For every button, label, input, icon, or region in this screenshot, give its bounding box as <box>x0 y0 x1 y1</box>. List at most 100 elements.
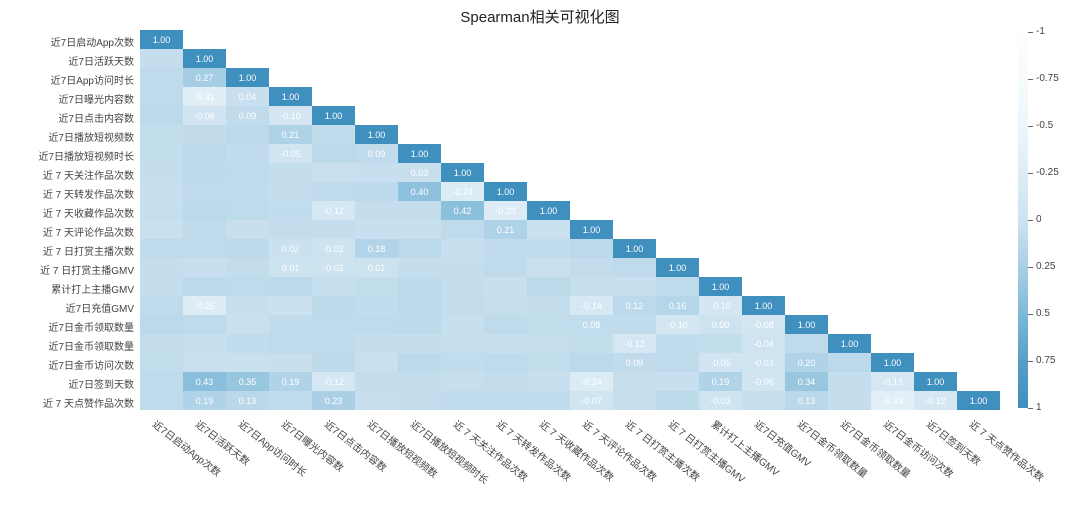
heatmap-cell <box>355 315 398 334</box>
heatmap-cell: -0.06 <box>183 106 226 125</box>
heatmap-cell <box>226 239 269 258</box>
colorbar-tick <box>1028 267 1033 268</box>
heatmap-cell <box>226 201 269 220</box>
heatmap-cell: 0.42 <box>441 201 484 220</box>
heatmap-cell <box>226 353 269 372</box>
heatmap-cell <box>226 182 269 201</box>
heatmap-cell: 0.18 <box>355 239 398 258</box>
colorbar-tick <box>1028 126 1033 127</box>
heatmap-cell: 1.00 <box>656 258 699 277</box>
heatmap-cell: 0.03 <box>398 163 441 182</box>
y-axis-label: 近7日金币领取数量 <box>48 319 134 334</box>
heatmap-cell <box>570 258 613 277</box>
heatmap-cell: 0.13 <box>226 391 269 410</box>
heatmap-cell: 0.19 <box>183 391 226 410</box>
heatmap-cell <box>226 220 269 239</box>
heatmap-cell <box>484 353 527 372</box>
heatmap-cell <box>312 296 355 315</box>
heatmap-cell: 1.00 <box>957 391 1000 410</box>
heatmap-cell <box>355 353 398 372</box>
heatmap-cell <box>140 49 183 68</box>
heatmap-cell: 0.21 <box>484 220 527 239</box>
heatmap-cell: 0.13 <box>785 391 828 410</box>
colorbar-tick-label: 0.5 <box>1036 308 1050 319</box>
y-axis-label: 近7日活跃天数 <box>68 53 134 68</box>
heatmap-cell: 0.12 <box>613 296 656 315</box>
heatmap-cell <box>398 372 441 391</box>
heatmap-cell <box>140 353 183 372</box>
heatmap-cell <box>183 353 226 372</box>
y-axis-label: 近7日启动App次数 <box>51 34 134 49</box>
heatmap-cell <box>656 277 699 296</box>
heatmap-cell <box>355 334 398 353</box>
x-axis-label: 近 7 天评论作品次数 <box>579 416 660 484</box>
heatmap-cell: -0.13 <box>871 372 914 391</box>
heatmap-cell: 0.16 <box>656 296 699 315</box>
heatmap-cell <box>269 182 312 201</box>
heatmap-cell <box>441 334 484 353</box>
heatmap-cell <box>183 220 226 239</box>
heatmap-cell <box>613 277 656 296</box>
x-axis-label: 近 7 日打赏主播次数 <box>622 416 703 484</box>
heatmap-cell <box>699 334 742 353</box>
y-axis-label: 近 7 天点赞作品次数 <box>43 395 134 410</box>
heatmap-cell: 0.20 <box>785 353 828 372</box>
heatmap-cell <box>355 220 398 239</box>
heatmap-cell <box>312 125 355 144</box>
heatmap-cell: -0.24 <box>570 372 613 391</box>
y-axis-label: 近7日金币访问次数 <box>48 357 134 372</box>
heatmap-cell <box>183 239 226 258</box>
heatmap-cell: 0.00 <box>699 315 742 334</box>
heatmap-cell <box>183 201 226 220</box>
y-axis-label: 近 7 天转发作品次数 <box>43 186 134 201</box>
heatmap-cell: -0.08 <box>742 315 785 334</box>
y-axis-label: 近 7 日打赏主播次数 <box>43 243 134 258</box>
heatmap-cell <box>570 277 613 296</box>
heatmap-cell <box>785 334 828 353</box>
heatmap-cell: -0.06 <box>742 372 785 391</box>
heatmap-cell: -0.24 <box>441 182 484 201</box>
heatmap-cell <box>355 372 398 391</box>
heatmap-cell: -0.31 <box>183 87 226 106</box>
heatmap-cell <box>269 353 312 372</box>
x-axis-label: 近 7 天收藏作品次数 <box>536 416 617 484</box>
heatmap-cell: -0.33 <box>871 391 914 410</box>
heatmap-cell <box>183 315 226 334</box>
heatmap-cell <box>355 201 398 220</box>
heatmap-cell <box>398 334 441 353</box>
heatmap-cell <box>226 125 269 144</box>
heatmap-cell: 0.43 <box>183 372 226 391</box>
heatmap-cell <box>570 334 613 353</box>
heatmap-cell <box>441 258 484 277</box>
heatmap-cell: 0.19 <box>269 372 312 391</box>
heatmap-cell: 1.00 <box>527 201 570 220</box>
colorbar-tick-label: 0.25 <box>1036 261 1055 272</box>
heatmap-cell <box>613 391 656 410</box>
heatmap-cell <box>398 220 441 239</box>
heatmap-cell: 0.21 <box>269 125 312 144</box>
colorbar-tick-label: -1 <box>1036 26 1045 37</box>
heatmap-cell <box>140 87 183 106</box>
heatmap-cell <box>441 372 484 391</box>
spearman-heatmap: Spearman相关可视化图 1.001.000.271.00-0.310.04… <box>0 0 1080 524</box>
heatmap-cell <box>140 296 183 315</box>
heatmap-cell: -0.03 <box>699 391 742 410</box>
heatmap-cell <box>312 334 355 353</box>
heatmap-cell <box>527 334 570 353</box>
heatmap-cell <box>656 334 699 353</box>
heatmap-cell <box>742 391 785 410</box>
colorbar-tick-label: 1 <box>1036 402 1042 413</box>
heatmap-cell: 0.34 <box>785 372 828 391</box>
y-axis-label: 近 7 天评论作品次数 <box>43 224 134 239</box>
heatmap-cell: -0.04 <box>742 334 785 353</box>
heatmap-cell: 1.00 <box>570 220 613 239</box>
heatmap-cell: -0.10 <box>656 315 699 334</box>
heatmap-cell <box>527 277 570 296</box>
heatmap-cell: 1.00 <box>140 30 183 49</box>
heatmap-cell: 0.01 <box>355 258 398 277</box>
heatmap-cell: 0.09 <box>355 144 398 163</box>
colorbar-tick <box>1028 361 1033 362</box>
heatmap-cell: 0.23 <box>312 391 355 410</box>
heatmap-cell <box>140 220 183 239</box>
heatmap-cell: -0.10 <box>269 106 312 125</box>
